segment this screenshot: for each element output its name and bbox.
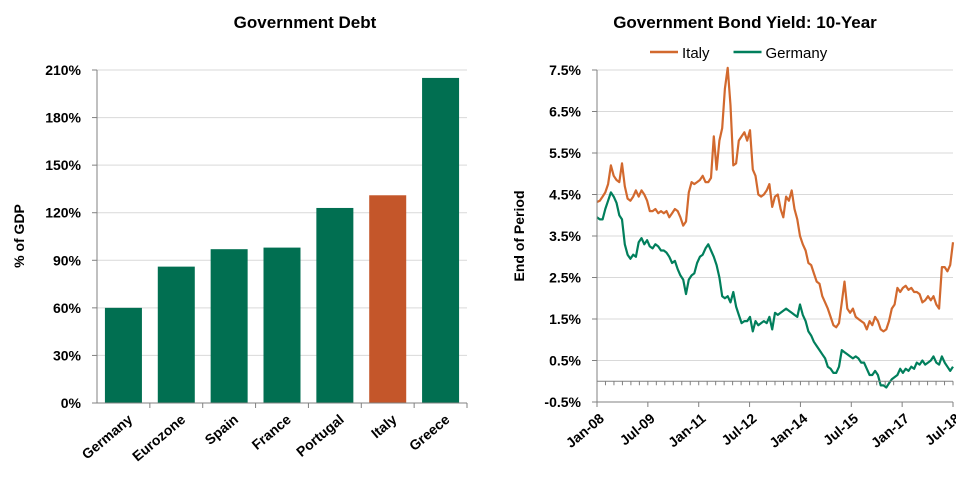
legend-label-germany: Germany — [766, 45, 828, 62]
line-x-tick-label: Jan-14 — [766, 410, 810, 451]
bar-y-tick-label: 210% — [45, 62, 81, 78]
bar-y-tick-label: 30% — [53, 347, 82, 363]
bar-italy — [369, 195, 407, 403]
bar-chart-title: Government Debt — [234, 13, 377, 32]
bar-y-tick-label: 60% — [53, 300, 82, 316]
line-chart-gridlines — [592, 69, 953, 403]
line-x-tick-label: Jul-09 — [617, 410, 658, 448]
bar-eurozone — [157, 266, 195, 403]
bar-portugal — [316, 207, 354, 403]
line-chart-y-ticks: -0.5% 0.5% 1.5% 2.5% 3.5% 4.5% 5.5% 6.5% 7.5% — [544, 62, 581, 410]
line-y-tick-label: 5.5% — [549, 145, 581, 161]
series-line-italy — [596, 66, 955, 333]
bar-category-label: Spain — [202, 411, 241, 448]
line-y-tick-label: 1.5% — [549, 311, 581, 327]
bar-greece — [422, 77, 460, 403]
bar-france — [263, 247, 301, 403]
bar-chart-y-axis-label: % of GDP — [11, 204, 27, 268]
line-x-tick-label: Jan-08 — [563, 410, 607, 451]
line-x-tick-label: Jul-12 — [718, 410, 759, 448]
bar-category-label: Portugal — [293, 411, 347, 460]
line-chart-y-axis-label: End of Period — [511, 191, 527, 282]
line-x-tick-label: Jul-15 — [820, 410, 861, 448]
bar-chart-bars — [104, 77, 460, 403]
line-chart-legend: Italy Germany — [650, 45, 828, 62]
bar-category-label: Greece — [406, 411, 453, 454]
line-chart-series — [596, 66, 955, 389]
line-y-tick-label: 6.5% — [549, 104, 581, 120]
bar-chart-x-axis — [96, 70, 468, 408]
bar-spain — [210, 249, 248, 403]
line-y-tick-label: 3.5% — [549, 228, 581, 244]
line-x-tick-label: Jan-11 — [665, 410, 709, 450]
bar-chart-y-ticks: 0% 30% 60% 90% 120% 150% 180% 210% — [45, 62, 81, 411]
line-y-tick-label: 0.5% — [549, 353, 581, 369]
bar-y-tick-label: 150% — [45, 157, 81, 173]
bar-germany — [104, 307, 142, 403]
bar-category-label: France — [248, 411, 294, 453]
bar-y-tick-label: 180% — [45, 110, 81, 126]
line-y-tick-label: -0.5% — [544, 394, 581, 410]
bar-category-label: Eurozone — [129, 411, 188, 464]
legend-label-italy: Italy — [682, 45, 710, 62]
bar-category-label: Italy — [368, 411, 400, 441]
series-line-germany — [596, 191, 954, 389]
line-y-tick-label: 4.5% — [549, 187, 581, 203]
line-x-tick-label: Jul-18 — [922, 410, 956, 448]
line-chart: Government Bond Yield: 10-Year Italy Germ… — [511, 13, 956, 451]
bar-y-tick-label: 0% — [61, 395, 82, 411]
line-y-tick-label: 7.5% — [549, 62, 581, 78]
line-y-tick-label: 2.5% — [549, 270, 581, 286]
bar-category-label: Germany — [79, 411, 136, 462]
bar-y-tick-label: 90% — [53, 252, 82, 268]
bar-y-tick-label: 120% — [45, 205, 81, 221]
line-chart-x-axis — [596, 70, 954, 407]
bar-chart: Government Debt % of GDP 0% 30% 60% 90% 120%… — [11, 13, 468, 464]
line-x-tick-label: Jan-17 — [868, 410, 912, 451]
line-chart-x-ticks: Jan-08 Jul-09 Jan-11 Jul-12 Jan-14 Jul-15 Jan-… — [563, 410, 956, 451]
line-chart-title: Government Bond Yield: 10-Year — [613, 13, 877, 32]
